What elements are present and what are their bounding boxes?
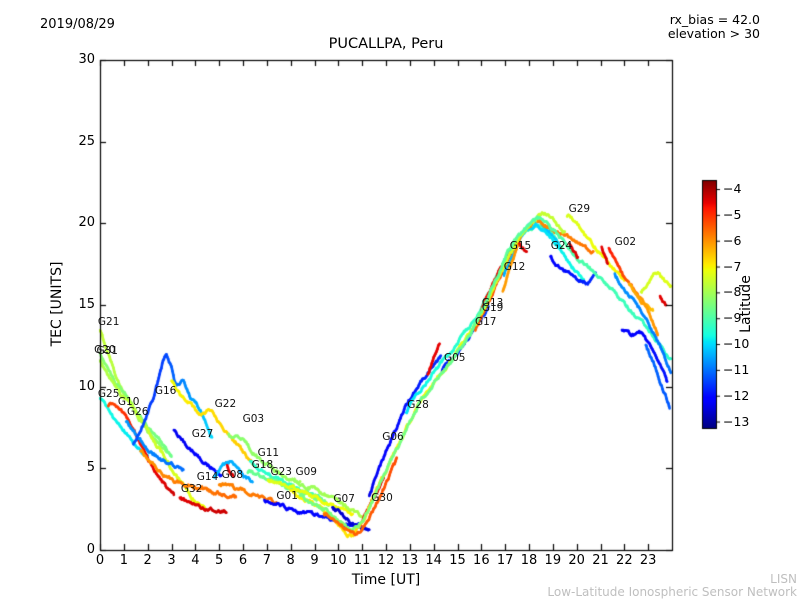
x-tick-label: 13 — [401, 553, 419, 568]
x-tick-label: 2 — [143, 553, 152, 568]
satellite-label: G25 — [97, 387, 120, 400]
colorbar-tick-label: −7 — [723, 258, 742, 274]
x-tick-label: 17 — [496, 553, 514, 568]
y-tick-label: 15 — [78, 297, 95, 312]
satellite-label: G16 — [154, 384, 177, 397]
satellite-label: G06 — [382, 431, 404, 444]
y-tick-label: 30 — [78, 52, 95, 67]
satellite-label: G13 — [481, 296, 504, 309]
watermark-network: Low-Latitude Ionospheric Sensor Network — [547, 585, 797, 599]
x-tick-label: 6 — [238, 553, 248, 568]
colorbar-tick-label: −4 — [723, 181, 742, 197]
satellite-label: G01 — [276, 490, 298, 502]
satellite-label: G20 — [94, 343, 116, 356]
satellite-label: G14 — [196, 471, 219, 484]
satellite-label: G02 — [614, 236, 637, 249]
satellite-label: G22 — [214, 398, 237, 411]
satellite-label: G10 — [117, 395, 140, 408]
satellite-label: G31 — [96, 344, 118, 357]
elevation-label: elevation > 30 — [667, 26, 760, 41]
x-tick-label: 1 — [119, 553, 128, 568]
colorbar-tick-label: −5 — [723, 206, 742, 222]
satellite-label: G27 — [191, 427, 214, 440]
satellite-label: G28 — [407, 399, 429, 412]
colorbar-tick-label: −8 — [723, 284, 742, 300]
x-tick-label: 12 — [377, 553, 395, 568]
y-tick-label: 25 — [78, 133, 95, 149]
x-tick-label: 22 — [616, 553, 633, 568]
satellite-label: G09 — [295, 465, 317, 478]
x-tick-label: 9 — [310, 553, 319, 568]
watermark-lisn: LISN — [770, 572, 797, 586]
satellite-label: G32 — [180, 482, 203, 495]
x-tick-label: 16 — [473, 553, 490, 568]
satellite-label: G30 — [371, 491, 393, 504]
x-tick-label: 15 — [449, 553, 466, 568]
satellite-label: G08 — [221, 468, 244, 481]
x-tick-label: 14 — [425, 553, 442, 568]
x-tick-label: 0 — [95, 553, 105, 568]
colorbar-tick-label: −13 — [723, 413, 750, 429]
x-tick-label: 10 — [330, 553, 347, 568]
x-tick-label: 3 — [167, 553, 176, 568]
colorbar-tick-label: −10 — [723, 336, 750, 352]
colorbar-tick-label: −12 — [723, 387, 750, 403]
satellite-label: G26 — [126, 406, 149, 419]
y-tick-label: 20 — [78, 215, 95, 231]
x-tick-label: 7 — [262, 553, 271, 568]
y-tick-label: 0 — [86, 542, 95, 557]
x-tick-label: 21 — [592, 553, 609, 568]
colorbar-tick-label: −6 — [723, 232, 742, 248]
y-tick-label: 10 — [78, 378, 95, 394]
satellite-label: G07 — [333, 492, 355, 505]
rx-bias-label: rx_bias = 42.0 — [669, 12, 760, 27]
x-tick-label: 19 — [544, 553, 562, 568]
x-tick-label: 18 — [520, 553, 538, 568]
satellite-label: G03 — [242, 413, 265, 426]
satellite-label: G05 — [443, 351, 466, 364]
satellite-label: G29 — [568, 203, 591, 216]
satellite-label: G24 — [550, 239, 573, 252]
x-tick-label: 5 — [215, 553, 224, 568]
x-tick-label: 4 — [191, 553, 200, 568]
satellite-label: G19 — [481, 302, 504, 315]
plot-title: PUCALLPA, Peru — [328, 36, 444, 52]
satellite-label: G12 — [503, 261, 526, 273]
satellite-label: G15 — [509, 239, 532, 252]
x-axis-label: Time [UT] — [351, 572, 421, 588]
x-tick-label: 23 — [639, 553, 657, 568]
satellite-label: G18 — [251, 458, 274, 471]
x-tick-label: 20 — [568, 553, 585, 568]
satellite-label: G23 — [270, 465, 292, 478]
x-tick-label: 11 — [353, 553, 371, 568]
date-label: 2019/08/29 — [40, 17, 115, 32]
colorbar-tick-label: −11 — [723, 361, 750, 377]
satellite-label: G21 — [97, 316, 120, 329]
x-tick-label: 8 — [286, 553, 295, 568]
satellite-label: G17 — [474, 316, 497, 329]
y-axis-label: TEC [UNITS] — [49, 261, 65, 347]
colorbar-tick-label: −9 — [723, 310, 742, 326]
satellite-label: G11 — [257, 447, 280, 460]
y-tick-label: 5 — [86, 460, 95, 476]
